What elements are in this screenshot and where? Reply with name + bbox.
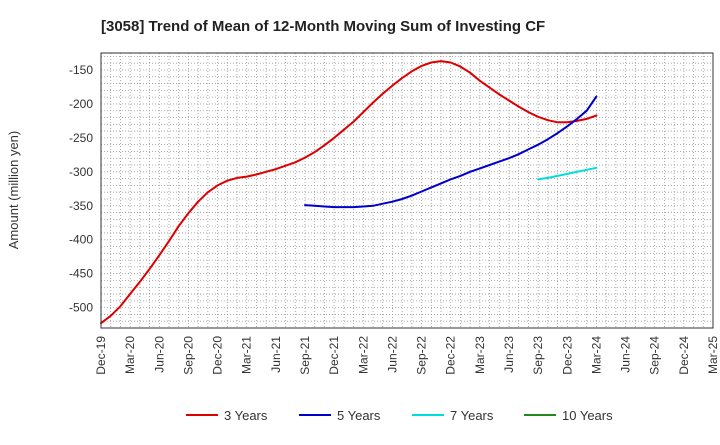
x-tick-label: Sep-22 (415, 336, 429, 375)
x-tick-label: Mar-20 (123, 336, 137, 374)
x-tick-label: Dec-23 (560, 336, 574, 375)
chart-title: [3058] Trend of Mean of 12-Month Moving … (101, 18, 545, 35)
x-tick-label: Mar-24 (589, 336, 603, 374)
legend: 3 Years 5 Years 7 Years 10 Years (186, 408, 613, 423)
legend-label: 10 Years (562, 408, 613, 423)
y-tick-label: -400 (69, 233, 93, 247)
x-tick-label: Mar-21 (240, 336, 254, 374)
x-tick-label: Mar-23 (473, 336, 487, 374)
y-tick-labels: -150 -200 -250 -300 -350 -400 -450 -500 (69, 63, 93, 315)
legend-label: 7 Years (450, 408, 494, 423)
grid-layer (101, 53, 713, 328)
x-tick-label: Jun-23 (502, 336, 516, 373)
y-tick-label: -150 (69, 63, 93, 77)
x-tick-label: Sep-24 (648, 336, 662, 375)
x-tick-label: Sep-21 (298, 336, 312, 375)
y-axis-label: Amount (million yen) (6, 131, 21, 250)
x-tick-label: Mar-25 (706, 336, 720, 374)
x-tick-label: Jun-22 (385, 336, 399, 373)
x-tick-label: Dec-21 (327, 336, 341, 375)
series-line-3-years (100, 60, 598, 325)
legend-label: 3 Years (224, 408, 268, 423)
y-tick-label: -200 (69, 97, 93, 111)
x-tick-labels: Dec-19 Mar-20 Jun-20 Sep-20 Dec-20 Mar-21 Jun-… (94, 336, 720, 375)
x-tick-label: Mar-22 (356, 336, 370, 374)
x-tick-label: Jun-20 (152, 336, 166, 373)
x-tick-label: Sep-20 (181, 336, 195, 375)
x-tick-label: Jun-21 (269, 336, 283, 373)
x-tick-label: Dec-24 (677, 336, 691, 375)
series-line-5-years (304, 95, 598, 209)
legend-label: 5 Years (337, 408, 381, 423)
x-tick-label: Sep-23 (531, 336, 545, 375)
y-tick-label: -300 (69, 165, 93, 179)
x-tick-label: Jun-24 (619, 336, 633, 373)
y-tick-label: -250 (69, 131, 93, 145)
y-tick-label: -450 (69, 267, 93, 281)
x-tick-label: Dec-22 (444, 336, 458, 375)
x-tick-label: Dec-19 (94, 336, 108, 375)
y-tick-label: -500 (69, 301, 93, 315)
series-line-7-years (537, 166, 598, 181)
y-tick-label: -350 (69, 199, 93, 213)
plot-frame (100, 52, 714, 329)
series-layer (100, 60, 598, 325)
x-tick-label: Dec-20 (211, 336, 225, 375)
